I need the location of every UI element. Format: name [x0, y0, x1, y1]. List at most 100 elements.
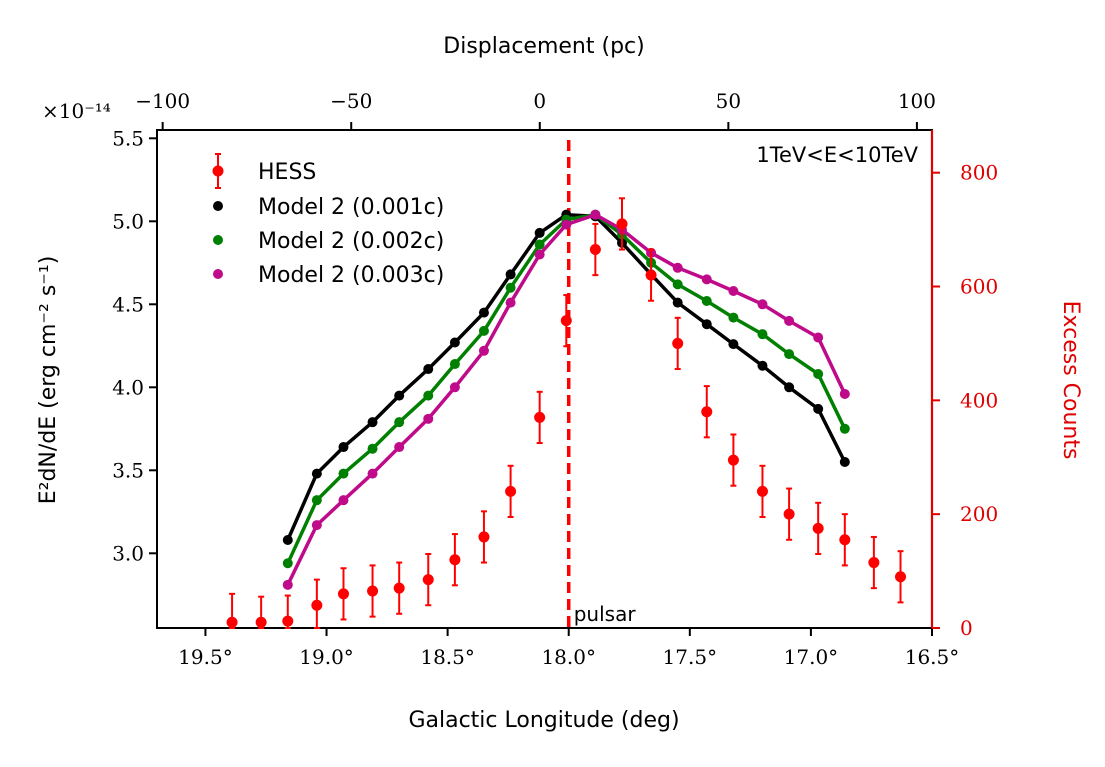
series-point-model-0001c [757, 360, 768, 371]
y-right-tick-label: 400 [960, 388, 998, 412]
series-point-model-0002c [311, 495, 322, 506]
series-point-model-0002c [423, 390, 434, 401]
hess-point [701, 406, 713, 418]
series-point-model-0001c [784, 382, 795, 393]
hess-point [449, 554, 461, 566]
hess-point [311, 599, 323, 611]
hess-point [756, 485, 768, 497]
series-point-model-0003c [784, 315, 795, 326]
series-point-model-0003c [449, 382, 460, 393]
legend-item-model-0002c: Model 2 (0.002c) [213, 229, 444, 254]
series-point-model-0003c [728, 286, 739, 297]
series-point-model-0002c [394, 417, 405, 428]
series-point-model-0003c [590, 209, 601, 220]
series-point-model-0001c [282, 535, 293, 546]
x-tick-label: 17.5° [663, 645, 718, 669]
series-point-model-0002c [478, 325, 489, 336]
series-point-model-0001c [672, 297, 683, 308]
hess-point [589, 244, 601, 256]
y-right-tick-label: 800 [960, 161, 998, 185]
y-left-tick-label: 5.5 [112, 126, 144, 150]
top-tick-label: 100 [898, 89, 936, 113]
series-point-model-0003c [757, 299, 768, 310]
series-point-model-0002c [367, 443, 378, 454]
hess-layer [226, 197, 907, 629]
series-point-model-0002c [784, 349, 795, 360]
y-multiplier: ×10⁻¹⁴ [42, 99, 111, 123]
y-left-tick-label: 3.5 [112, 458, 144, 482]
legend-item-model-0001c: Model 2 (0.001c) [213, 195, 444, 220]
hess-point [895, 571, 907, 583]
top-tick-label: 50 [716, 89, 741, 113]
legend-hess-label: HESS [258, 160, 316, 185]
hess-point [783, 508, 795, 520]
legend-item-hess: HESS [212, 153, 316, 189]
series-point-model-0001c [701, 319, 712, 330]
series-point-model-0003c [505, 297, 516, 308]
hess-point [505, 485, 517, 497]
hess-point [478, 531, 490, 543]
series-point-model-0001c [338, 442, 349, 453]
x-tick-label: 19.0° [299, 645, 354, 669]
series-point-model-0003c [311, 520, 322, 531]
series-point-model-0001c [449, 337, 460, 348]
series-point-model-0001c [534, 227, 545, 238]
series-point-model-0003c [394, 442, 405, 453]
top-tick-label: −50 [330, 89, 372, 113]
series-point-model-0002c [505, 282, 516, 293]
hess-point [727, 454, 739, 466]
legend-hess-marker [212, 165, 224, 177]
series-point-model-0001c [367, 417, 378, 428]
series-point-model-0002c [534, 239, 545, 250]
series-point-model-0001c [728, 339, 739, 350]
top-axis-title: Displacement (pc) [443, 34, 644, 59]
x-tick-label: 17.0° [784, 645, 839, 669]
left-axis: 3.0 3.5 4.0 4.5 5.0 5.5 [112, 126, 157, 565]
series-point-model-0001c [423, 364, 434, 375]
hess-point [672, 337, 684, 349]
x-tick-label: 18.0° [541, 645, 596, 669]
series-point-model-0001c [505, 269, 516, 280]
series-point-model-0002c [813, 369, 824, 380]
x-tick-label: 16.5° [905, 645, 960, 669]
legend-item-model-0003c: Model 2 (0.003c) [213, 263, 444, 288]
legend-model-0002c-label: Model 2 (0.002c) [258, 229, 444, 254]
series-point-model-0001c [478, 307, 489, 318]
legend-model-0001c-label: Model 2 (0.001c) [258, 195, 444, 220]
hess-point [812, 522, 824, 534]
series-point-model-0002c [672, 279, 683, 290]
hess-point [337, 588, 349, 600]
pulsar-label: pulsar [574, 602, 637, 626]
y-left-tick-label: 4.0 [112, 375, 144, 399]
y-left-tick-label: 5.0 [112, 209, 144, 233]
bottom-axis: 19.5° 19.0° 18.5° 18.0° 17.5° 17.0° 16.5° [178, 628, 959, 669]
legend-model-0002c-marker [213, 235, 223, 245]
series-point-model-0003c [478, 345, 489, 356]
series-point-model-0002c [728, 312, 739, 323]
hess-point [616, 218, 628, 230]
series-point-model-0002c [282, 558, 293, 569]
x-tick-label: 19.5° [178, 645, 233, 669]
series-point-model-0003c [338, 495, 349, 506]
series-point-model-0001c [839, 457, 850, 467]
y-left-axis-title: E²dN/dE (erg cm⁻² s⁻¹) [36, 256, 61, 505]
series-point-model-0002c [757, 329, 768, 340]
hess-point [560, 315, 572, 327]
y-right-axis-title: Excess Counts [1058, 301, 1083, 460]
series-point-model-0003c [701, 274, 712, 285]
hess-point [839, 534, 851, 546]
series-point-model-0003c [282, 579, 293, 590]
hess-point [645, 269, 657, 281]
top-tick-label: 0 [533, 89, 546, 113]
y-right-tick-label: 600 [960, 275, 998, 299]
series-point-model-0002c [449, 359, 460, 370]
hess-point [226, 616, 238, 628]
series-point-model-0003c [561, 219, 572, 230]
right-axis: 0 200 400 600 800 [932, 161, 998, 640]
hess-point [255, 616, 267, 628]
top-axis: −100 −50 0 50 100 [135, 89, 936, 130]
series-point-model-0001c [394, 390, 405, 401]
energy-annotation: 1TeV<E<10TeV [756, 143, 918, 167]
top-tick-label: −100 [135, 89, 190, 113]
series-point-model-0002c [701, 295, 712, 306]
